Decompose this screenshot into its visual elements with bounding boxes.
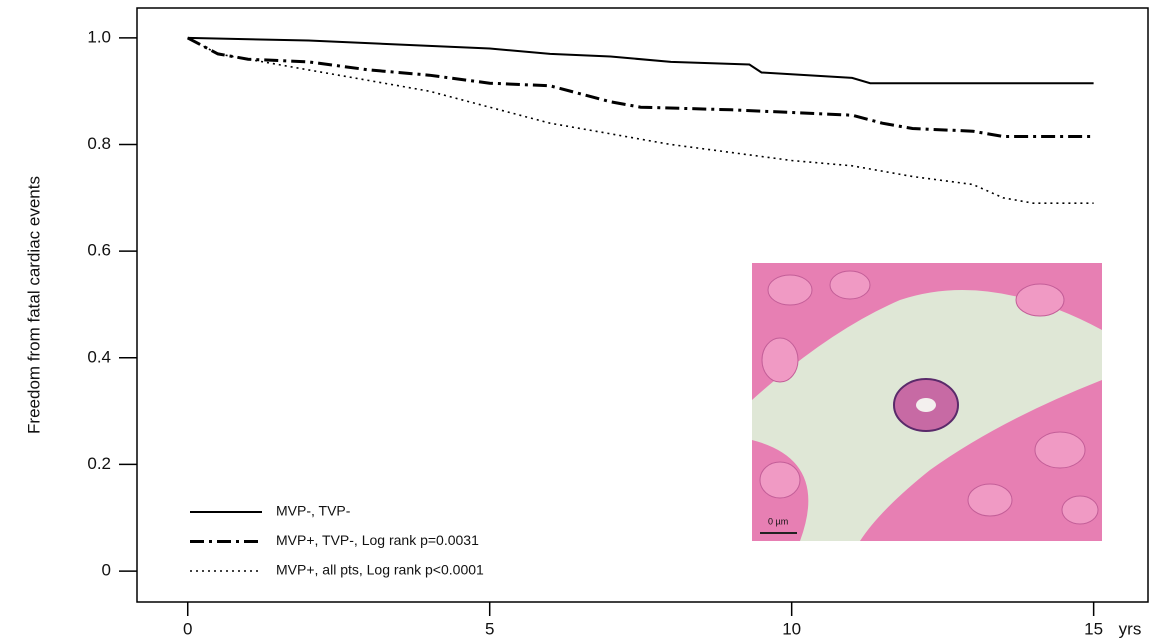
y-tick-label: 0.2 — [87, 454, 111, 473]
y-tick-label: 0.4 — [87, 347, 111, 366]
inset-photo: 0 µm — [752, 263, 1102, 541]
y-tick-label: 0 — [102, 561, 111, 580]
y-tick-label: 0.8 — [87, 134, 111, 153]
survival-curve — [186, 36, 1094, 138]
x-tick-label: 0 — [183, 619, 192, 638]
x-tick-label: 10 — [782, 619, 801, 638]
y-tick-label: 1.0 — [87, 27, 111, 46]
legend-label: MVP+, TVP-, Log rank p=0.0031 — [276, 532, 479, 548]
inset-scale-label: 0 µm — [768, 516, 788, 526]
x-tick-label: 5 — [485, 619, 494, 638]
y-tick-label: 0.6 — [87, 241, 111, 260]
x-axis-label: yrs — [1119, 619, 1142, 638]
plot-frame — [136, 7, 1149, 603]
legend-label: MVP-, TVP- — [276, 503, 351, 519]
legend-label: MVP+, all pts, Log rank p<0.0001 — [276, 562, 484, 578]
x-tick-label: 15 — [1084, 619, 1103, 638]
survival-curve — [187, 36, 1094, 85]
y-axis-label: Freedom from fatal cardiac events — [24, 176, 43, 434]
survival-curve — [187, 37, 1094, 204]
